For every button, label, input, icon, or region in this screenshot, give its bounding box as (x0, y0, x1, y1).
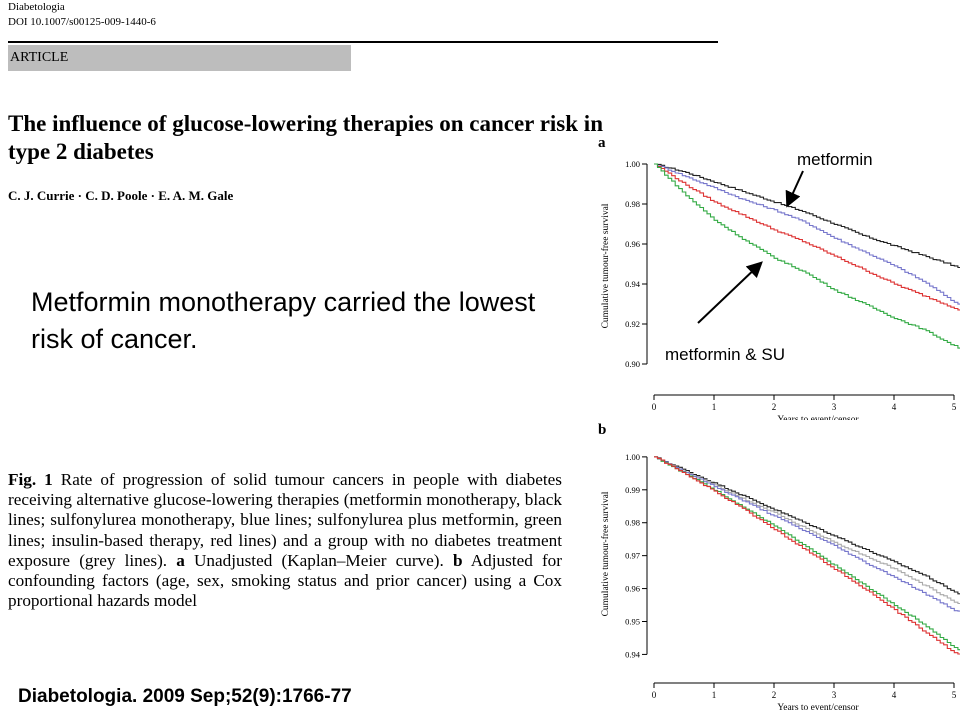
y-tick-label: 0.98 (625, 199, 640, 209)
series-line-metformin (654, 163, 960, 269)
caption-a-label: a (176, 550, 185, 570)
x-tick-label: 0 (652, 690, 657, 700)
x-axis-label: Years to event/censor (777, 703, 859, 713)
header-rule (8, 41, 718, 43)
x-tick-label: 5 (952, 402, 957, 412)
section-label: ARTICLE (10, 50, 69, 65)
x-tick-label: 4 (892, 402, 897, 412)
series-line-su-plus-metformin (654, 163, 960, 349)
arrow-metformin (785, 170, 804, 208)
journal-name: Diabetologia (8, 1, 65, 13)
panel-label: a (598, 135, 606, 151)
caption-fig-label: Fig. 1 (8, 470, 53, 489)
x-tick-label: 3 (832, 402, 837, 412)
series-line-sulfonylurea (654, 163, 960, 305)
x-tick-label: 2 (772, 690, 777, 700)
y-tick-label: 0.97 (625, 551, 640, 561)
chart-panel-a: a 0.90 0.92 0.94 0.96 0.98 1.00 0 1 2 3 4 5 Years to … (590, 130, 960, 420)
y-tick-label: 0.94 (625, 279, 641, 289)
caption-text-2: Unadjusted (Kaplan–Meier curve). (184, 550, 453, 570)
y-tick-label: 0.95 (625, 616, 640, 626)
x-axis-label: Years to event/censor (777, 415, 859, 420)
doi-line: DOI 10.1007/s00125-009-1440-6 (8, 16, 156, 28)
x-tick-label: 0 (652, 402, 657, 412)
series-line-su-plus-metformin (654, 456, 960, 651)
citation: Diabetologia. 2009 Sep;52(9):1766-77 (18, 686, 352, 707)
survival-chart-a: a 0.90 0.92 0.94 0.96 0.98 1.00 0 1 2 3 4 5 Years to … (598, 135, 960, 420)
series-line-insulin (654, 456, 960, 655)
figure-caption: Fig. 1 Rate of progression of solid tumo… (8, 470, 562, 611)
series-line-insulin (654, 163, 960, 311)
y-axis-label: Cumulative tumour-free survival (600, 203, 611, 328)
y-tick-label: 0.99 (625, 485, 640, 495)
x-tick-label: 1 (712, 402, 717, 412)
callout-statement: Metformin monotherapy carried the lowest… (31, 287, 536, 354)
y-tick-label: 0.96 (625, 584, 640, 594)
chart-panel-b: b 0.94 0.95 0.96 0.97 0.98 0.99 1.00 0 1 2 3 4 5 Years… (590, 418, 960, 720)
annotation-metformin: metformin (797, 150, 873, 169)
series-line-sulfonylurea (654, 456, 960, 612)
panel-label: b (598, 422, 606, 438)
annotation-metformin-su: metformin & SU (665, 345, 785, 364)
x-tick-label: 5 (952, 690, 957, 700)
x-tick-label: 4 (892, 690, 897, 700)
caption-text-3: Adjusted for confounding factors (age, s… (8, 550, 562, 611)
x-tick-label: 3 (832, 690, 837, 700)
section-label-bar: ARTICLE (8, 45, 351, 71)
y-axis-label: Cumulative tumour-free survival (600, 491, 611, 616)
survival-chart-b: b 0.94 0.95 0.96 0.97 0.98 0.99 1.00 0 1 2 3 4 5 Years… (598, 422, 960, 713)
caption-b-label: b (452, 550, 463, 570)
paper-title: The influence of glucose-lowering therap… (8, 111, 603, 164)
arrow-metformin-su (697, 261, 763, 324)
y-tick-label: 1.00 (625, 452, 640, 462)
caption-text-1: Rate of progression of solid tumour canc… (8, 470, 562, 570)
x-tick-label: 1 (712, 690, 717, 700)
author-list: C. J. Currie · C. D. Poole · E. A. M. Ga… (8, 188, 234, 203)
y-tick-label: 1.00 (625, 159, 640, 169)
y-tick-label: 0.92 (625, 319, 640, 329)
y-tick-label: 0.96 (625, 239, 640, 249)
y-tick-label: 0.90 (625, 359, 640, 369)
x-tick-label: 2 (772, 402, 777, 412)
y-tick-label: 0.98 (625, 518, 640, 528)
y-tick-label: 0.94 (625, 649, 641, 659)
